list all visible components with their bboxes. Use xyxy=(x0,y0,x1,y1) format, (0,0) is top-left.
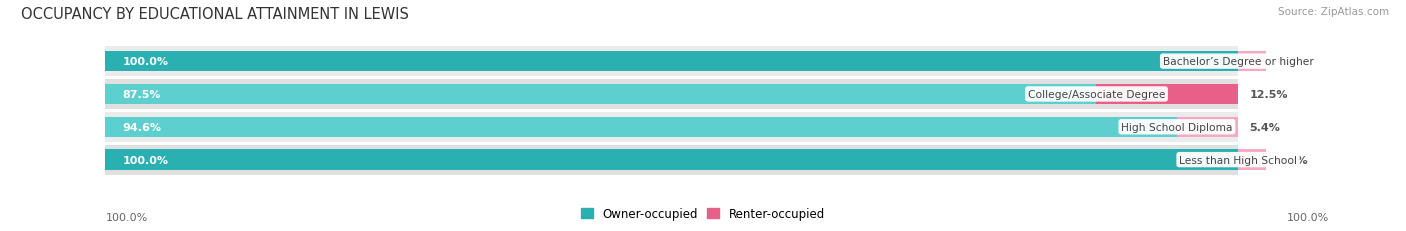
Text: 100.0%: 100.0% xyxy=(105,212,148,222)
Bar xyxy=(105,150,1239,170)
Text: 87.5%: 87.5% xyxy=(122,90,160,100)
Bar xyxy=(1177,117,1239,137)
Bar xyxy=(105,79,1239,109)
Bar xyxy=(1239,150,1267,170)
Bar xyxy=(105,145,1239,175)
Text: 94.6%: 94.6% xyxy=(122,122,162,132)
Text: 100.0%: 100.0% xyxy=(122,57,169,67)
Text: High School Diploma: High School Diploma xyxy=(1121,122,1233,132)
Text: 0.0%: 0.0% xyxy=(1278,57,1309,67)
Text: 100.0%: 100.0% xyxy=(122,155,169,165)
Text: Less than High School: Less than High School xyxy=(1180,155,1298,165)
Text: 100.0%: 100.0% xyxy=(1286,212,1329,222)
Bar xyxy=(105,47,1239,77)
Bar xyxy=(105,84,1097,105)
Bar xyxy=(105,117,1177,137)
Text: 12.5%: 12.5% xyxy=(1250,90,1288,100)
Text: 5.4%: 5.4% xyxy=(1250,122,1281,132)
Text: Source: ZipAtlas.com: Source: ZipAtlas.com xyxy=(1278,7,1389,17)
Bar xyxy=(1239,52,1267,72)
Legend: Owner-occupied, Renter-occupied: Owner-occupied, Renter-occupied xyxy=(576,203,830,225)
Text: College/Associate Degree: College/Associate Degree xyxy=(1028,90,1166,100)
Bar xyxy=(1097,84,1239,105)
Text: OCCUPANCY BY EDUCATIONAL ATTAINMENT IN LEWIS: OCCUPANCY BY EDUCATIONAL ATTAINMENT IN L… xyxy=(21,7,409,22)
Text: Bachelor’s Degree or higher: Bachelor’s Degree or higher xyxy=(1163,57,1313,67)
Text: 0.0%: 0.0% xyxy=(1278,155,1309,165)
Bar xyxy=(105,112,1239,142)
Bar xyxy=(105,52,1239,72)
